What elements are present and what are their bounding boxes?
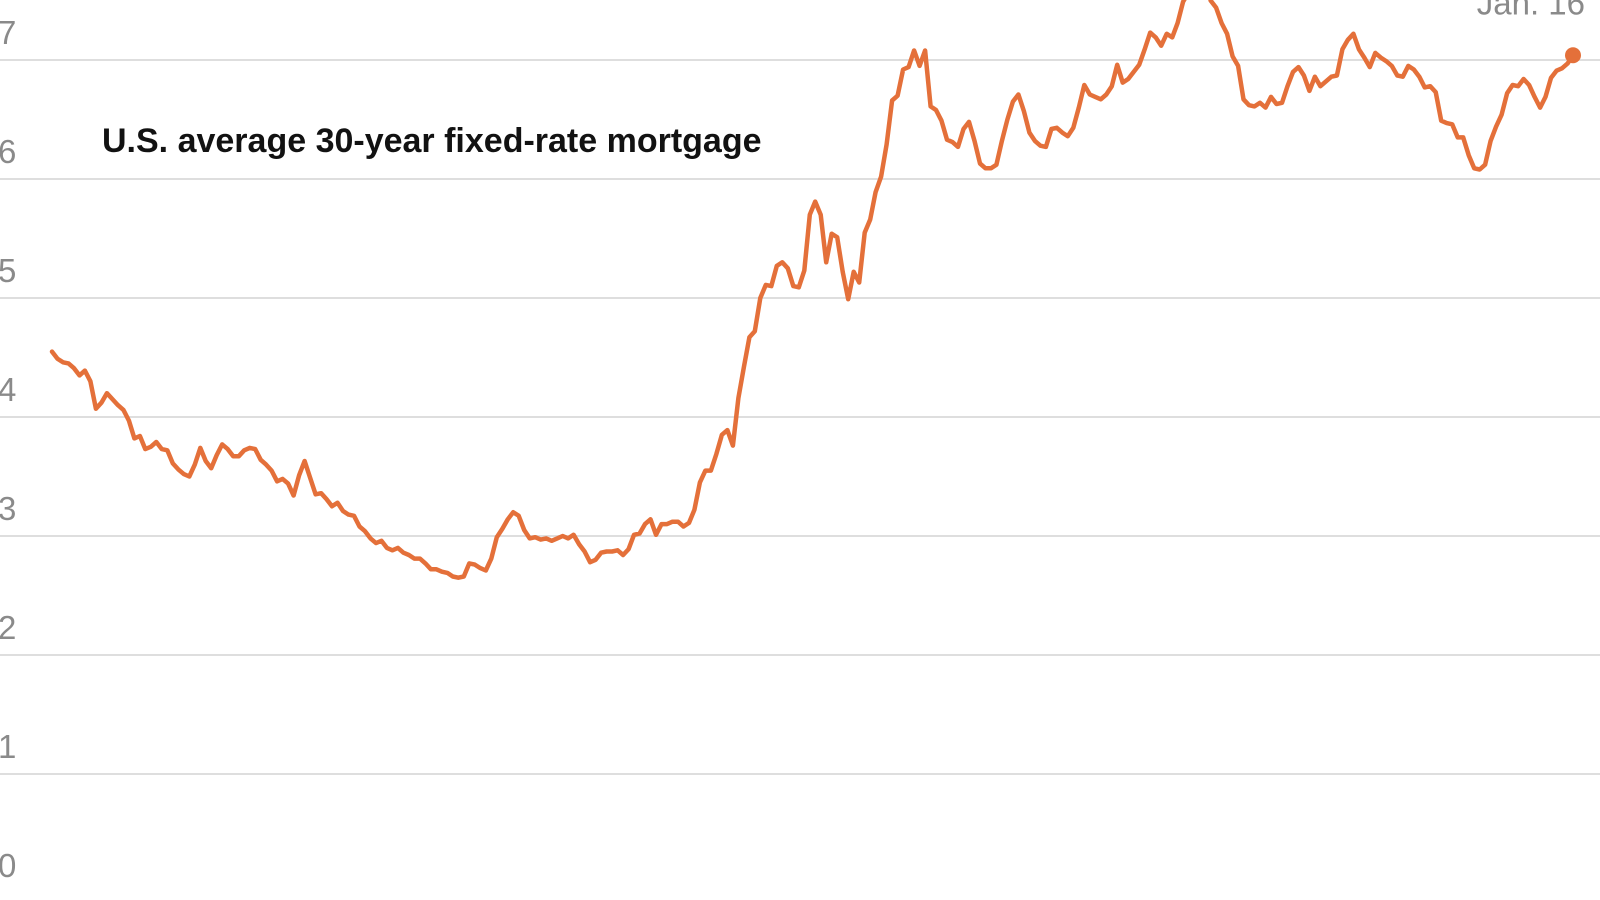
end-date-label: Jan. 16 <box>1477 0 1585 21</box>
y-tick-label: 4 <box>0 371 16 408</box>
y-tick-label: 3 <box>0 490 16 527</box>
series-line <box>49 0 1576 580</box>
y-tick-label: 5 <box>0 252 16 289</box>
end-point-marker <box>1565 47 1581 64</box>
y-tick-label: 0 <box>0 847 16 884</box>
y-tick-labels: 0 1 2 3 4 5 6 7 <box>0 14 16 884</box>
chart-title: U.S. average 30-year fixed-rate mortgage <box>102 122 762 160</box>
y-tick-label: 2 <box>0 609 16 646</box>
y-tick-label: 6 <box>0 133 16 170</box>
y-gridlines <box>0 59 1600 775</box>
y-tick-label: 7 <box>0 14 16 51</box>
y-tick-label: 1 <box>0 728 16 765</box>
